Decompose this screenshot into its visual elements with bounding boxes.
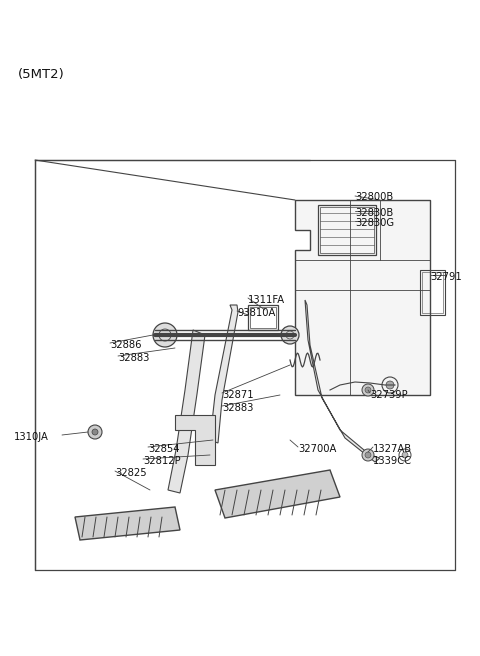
Circle shape [362,449,374,461]
Text: 1327AB: 1327AB [373,444,412,454]
Text: (5MT2): (5MT2) [18,68,65,81]
Polygon shape [175,415,215,465]
Text: 32791: 32791 [430,272,462,282]
Text: 32830B: 32830B [355,208,393,218]
Text: 1339CC: 1339CC [373,456,412,466]
Text: 32886: 32886 [110,340,142,350]
Polygon shape [168,330,205,493]
Polygon shape [305,300,380,462]
Circle shape [402,452,408,458]
Circle shape [365,452,371,458]
Circle shape [153,323,177,347]
Polygon shape [295,200,430,395]
Bar [250,307,276,328]
Circle shape [386,381,394,389]
Polygon shape [215,470,340,518]
Text: 32871: 32871 [222,390,253,400]
Circle shape [88,425,102,439]
Text: 32812P: 32812P [143,456,180,466]
Bar [318,205,376,255]
Circle shape [362,384,374,396]
Text: 32854: 32854 [148,444,180,454]
Text: 32825: 32825 [115,468,146,478]
Text: 32700A: 32700A [298,444,336,454]
Text: 1310JA: 1310JA [14,432,49,442]
Bar [320,207,374,253]
Bar [420,270,445,315]
Bar [248,305,278,330]
Text: 32739P: 32739P [370,390,408,400]
Text: 32883: 32883 [118,353,149,363]
Circle shape [365,387,371,393]
Circle shape [281,326,299,344]
Text: 32883: 32883 [222,403,253,413]
Polygon shape [75,507,180,540]
Polygon shape [210,305,238,443]
Text: 93810A: 93810A [237,308,276,318]
Text: 1311FA: 1311FA [248,295,285,305]
Circle shape [92,429,98,435]
Text: 32830G: 32830G [355,218,394,228]
Text: 32800B: 32800B [355,192,393,202]
Bar [422,272,443,313]
